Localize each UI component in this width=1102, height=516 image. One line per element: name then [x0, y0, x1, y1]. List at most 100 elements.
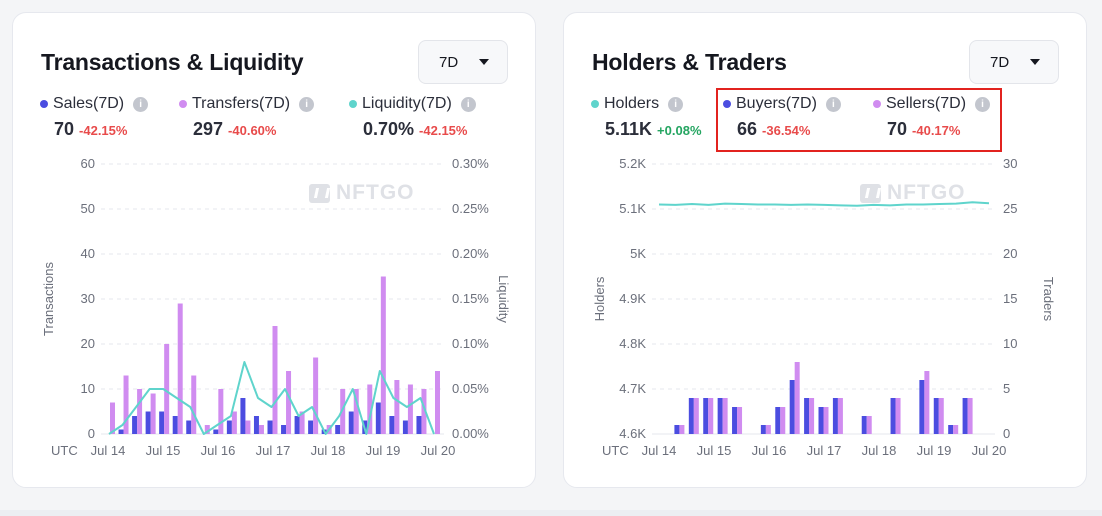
x-tick-label: Jul 20: [972, 443, 1007, 458]
bar-transfers: [353, 389, 359, 434]
y-tick-label: 40: [81, 246, 95, 261]
bar-transfers: [177, 303, 183, 434]
bar-buyers: [890, 398, 896, 434]
stat-label: Sales(7D): [53, 95, 125, 112]
stat-value: 70: [54, 119, 75, 139]
nftgo-watermark: NFTGO: [309, 181, 415, 205]
stat-change: -40.60%: [228, 123, 277, 138]
x-tick-label: Jul 17: [256, 443, 291, 458]
y-right-tick-label: 20: [1003, 246, 1017, 261]
bar-transfers: [421, 389, 427, 434]
y-right-tick-label: 0.10%: [452, 336, 489, 351]
bar-transfers: [394, 380, 400, 434]
bar-transfers: [191, 375, 197, 434]
nftgo-logo-icon: [860, 183, 881, 203]
bar-transfers: [110, 402, 115, 434]
bar-transfers: [218, 389, 224, 434]
stat-label: Holders: [604, 95, 660, 112]
bar-sellers: [794, 362, 800, 434]
bar-sales: [213, 429, 219, 434]
bar-buyers: [760, 425, 766, 434]
nftgo-watermark: NFTGO: [860, 181, 966, 205]
range-dropdown[interactable]: 7D: [969, 40, 1059, 84]
bar-transfers: [435, 371, 440, 434]
x-tick-label: Jul 18: [862, 443, 897, 458]
watermark-text: NFTGO: [887, 181, 966, 204]
transactions-liquidity-card: Transactions & Liquidity 7D Sales(7D) i …: [12, 12, 536, 488]
bar-transfers: [258, 425, 264, 434]
bar-transfers: [340, 389, 346, 434]
range-dropdown[interactable]: 7D: [418, 40, 508, 84]
y-right-tick-label: 5: [1003, 381, 1010, 396]
bar-sellers: [679, 425, 685, 434]
legend-dot-icon: [591, 100, 599, 108]
bar-sales: [308, 420, 314, 434]
bar-transfers: [299, 411, 305, 434]
card-title: Transactions & Liquidity: [41, 49, 304, 75]
stat-label: Transfers(7D): [192, 95, 291, 112]
stat-label: Buyers(7D): [736, 95, 817, 112]
stat-label: Sellers(7D): [886, 95, 967, 112]
bar-transfers: [231, 411, 237, 434]
bar-sales: [253, 416, 259, 434]
bar-transfers: [380, 276, 386, 434]
stat-value: 297: [193, 119, 224, 139]
stat-value: 70: [887, 119, 908, 139]
line-holders: [658, 201, 990, 207]
x-tick-label: Jul 19: [366, 443, 401, 458]
bar-buyers: [688, 398, 694, 434]
stat-value: 0.70%: [363, 119, 415, 139]
info-icon[interactable]: i: [975, 96, 991, 112]
y-tick-label: 5K: [630, 246, 646, 261]
info-icon[interactable]: i: [825, 96, 841, 112]
y-tick-label: 4.9K: [619, 291, 646, 306]
stat-change: -36.54%: [762, 123, 811, 138]
bar-sellers: [823, 407, 829, 434]
bar-sellers: [809, 398, 815, 434]
bar-sales: [389, 416, 395, 434]
bar-sellers: [693, 398, 699, 434]
bar-buyers: [832, 398, 838, 434]
bar-sellers: [895, 398, 901, 434]
bar-transfers: [164, 344, 170, 434]
bar-transfers: [367, 384, 373, 434]
legend-dot-icon: [40, 100, 48, 108]
bar-buyers: [948, 425, 954, 434]
stat-value: 5.11K: [605, 119, 653, 139]
info-icon[interactable]: i: [133, 96, 149, 112]
bar-buyers: [789, 380, 795, 434]
y-right-tick-label: 0.05%: [452, 381, 489, 396]
bar-sales: [159, 411, 165, 434]
x-tick-label: Jul 18: [311, 443, 346, 458]
y-right-tick-label: 0.30%: [452, 156, 489, 171]
stat-sellers: Sellers(7D) i 70 -40.17%: [873, 95, 991, 140]
range-value: 7D: [990, 53, 1010, 71]
bar-transfers: [204, 425, 210, 434]
y-right-tick-label: 10: [1003, 336, 1017, 351]
bar-sales: [240, 398, 246, 434]
y-right-tick-label: 0.20%: [452, 246, 489, 261]
stat-sales: Sales(7D) i 70 -42.15%: [40, 95, 149, 140]
bar-sales: [416, 416, 422, 434]
stat-change: -42.15%: [79, 123, 128, 138]
info-icon[interactable]: i: [460, 96, 476, 112]
bar-sellers: [953, 425, 959, 434]
info-icon[interactable]: i: [299, 96, 315, 112]
x-tick-label: Jul 15: [146, 443, 181, 458]
bar-buyers: [717, 398, 723, 434]
legend-dot-icon: [349, 100, 357, 108]
nftgo-logo-icon: [309, 183, 330, 203]
y-right-tick-label: 15: [1003, 291, 1017, 306]
y-right-axis-title: Traders: [1041, 277, 1056, 322]
y-tick-label: 20: [81, 336, 95, 351]
stat-label: Liquidity(7D): [362, 95, 452, 112]
x-tick-label: Jul 20: [421, 443, 456, 458]
y-axis-title: Transactions: [41, 262, 56, 336]
bar-buyers: [818, 407, 824, 434]
y-tick-label: 60: [81, 156, 95, 171]
y-tick-label: 4.8K: [619, 336, 646, 351]
bar-transfers: [123, 375, 129, 434]
info-icon[interactable]: i: [668, 96, 684, 112]
bar-buyers: [732, 407, 738, 434]
transactions-liquidity-chart: 0 10 20 30 40 50 60 0.00% 0.05% 0.10% 0.15% 0.20% 0.…: [41, 156, 511, 458]
